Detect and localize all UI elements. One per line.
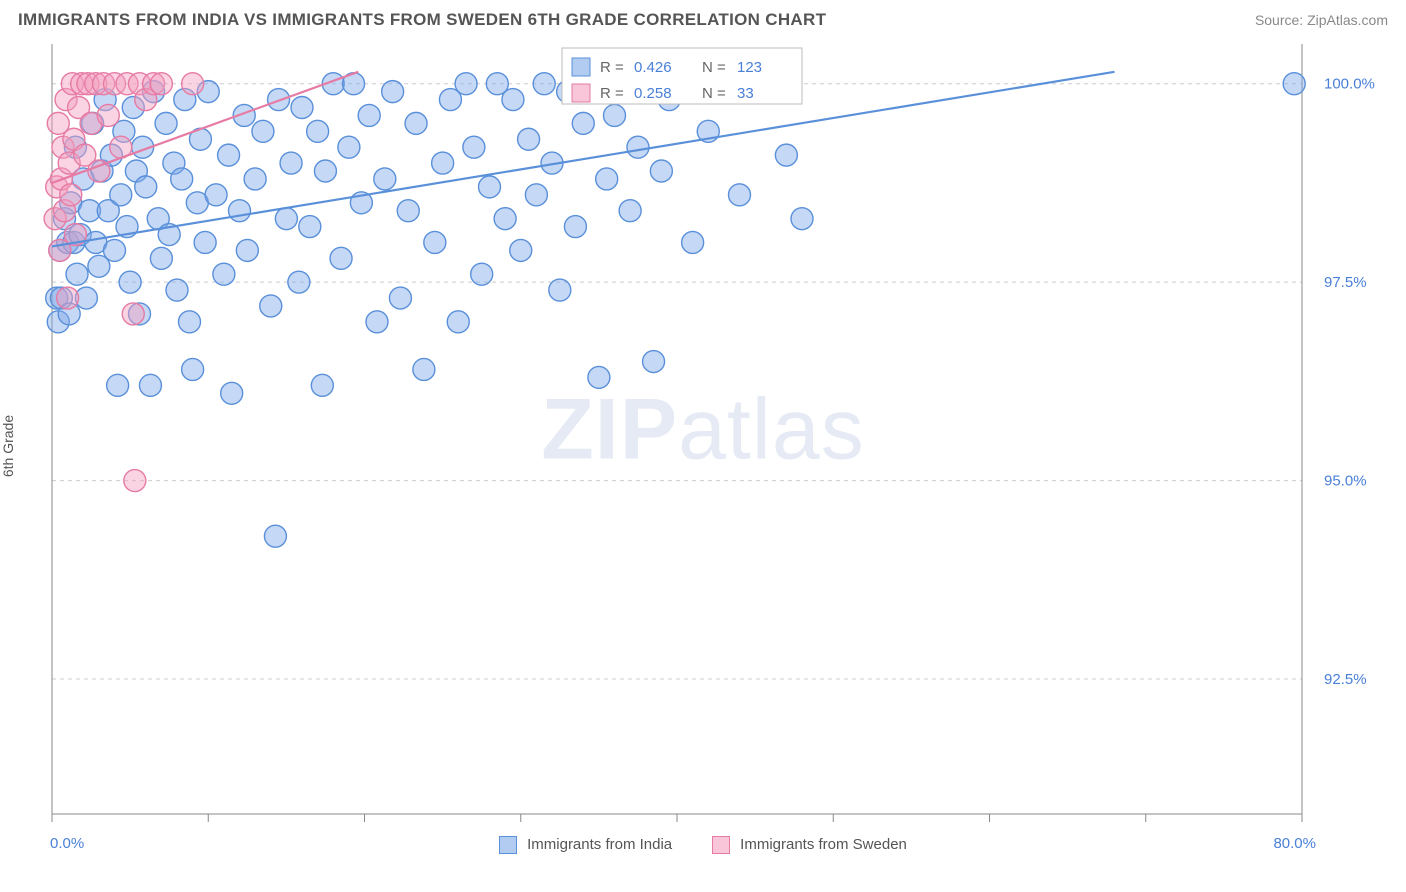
- bottom-legend: Immigrants from India Immigrants from Sw…: [0, 836, 1406, 854]
- svg-text:0.258: 0.258: [634, 85, 672, 102]
- legend-item-sweden: Immigrants from Sweden: [712, 836, 907, 854]
- svg-text:95.0%: 95.0%: [1324, 473, 1367, 490]
- legend-item-india: Immigrants from India: [499, 836, 672, 854]
- legend-swatch-sweden: [712, 836, 730, 854]
- chart-header: IMMIGRANTS FROM INDIA VS IMMIGRANTS FROM…: [0, 0, 1406, 36]
- svg-text:123: 123: [737, 59, 762, 76]
- svg-text:0.426: 0.426: [634, 59, 672, 76]
- svg-text:100.0%: 100.0%: [1324, 76, 1375, 93]
- chart-area: 6th Grade ZIPatlas 92.5%95.0%97.5%100.0%…: [0, 36, 1406, 856]
- chart-source: Source: ZipAtlas.com: [1255, 12, 1388, 28]
- legend-swatch-india: [499, 836, 517, 854]
- svg-text:N =: N =: [702, 59, 726, 76]
- scatter-plot: 92.5% 95.0% 97.5% 100.0% R = 0.426 N = 123 R = 0.…: [0, 36, 1406, 856]
- svg-text:N =: N =: [702, 85, 726, 102]
- legend-label-india: Immigrants from India: [527, 836, 672, 853]
- svg-text:R =: R =: [600, 85, 624, 102]
- svg-text:92.5%: 92.5%: [1324, 671, 1367, 688]
- legend-label-sweden: Immigrants from Sweden: [740, 836, 907, 853]
- svg-text:R =: R =: [600, 59, 624, 76]
- svg-text:33: 33: [737, 85, 754, 102]
- svg-text:97.5%: 97.5%: [1324, 274, 1367, 291]
- chart-title: IMMIGRANTS FROM INDIA VS IMMIGRANTS FROM…: [18, 10, 826, 30]
